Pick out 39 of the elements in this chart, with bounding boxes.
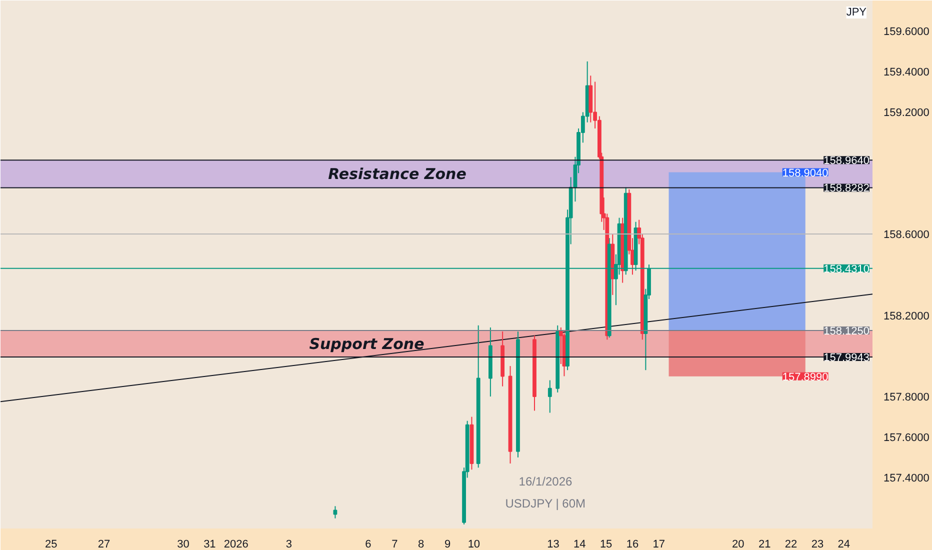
ref-line-label: 158.4310	[824, 263, 870, 276]
x-tick-label: 24	[838, 538, 850, 550]
x-tick-label: 21	[758, 538, 771, 550]
x-tick-label: 13	[547, 538, 560, 550]
x-tick-label: 22	[784, 538, 798, 550]
x-tick-label: 8	[418, 538, 424, 550]
x-tick-label: 14	[574, 538, 586, 550]
y-tick-label: 159.2000	[884, 107, 930, 120]
x-tick-label: 17	[652, 538, 666, 550]
band-label: Support Zone	[309, 334, 424, 353]
x-tick-label: 10	[468, 538, 480, 550]
x-tick-label: 7	[392, 538, 398, 550]
x-tick-label: 16	[626, 538, 639, 550]
x-tick-label: 27	[98, 538, 110, 550]
x-tick-label: 20	[732, 538, 744, 550]
x-tick-label: 9	[444, 538, 451, 550]
ref-line-label: 158.8282	[824, 182, 870, 195]
x-tick-label: 30	[177, 538, 190, 550]
y-tick-label: 159.4000	[884, 66, 930, 79]
x-tick-label: 31	[204, 538, 216, 550]
annotation: 16/1/2026	[518, 474, 573, 488]
annotation: 157.8990	[782, 371, 828, 384]
y-tick-label: 157.4000	[884, 472, 930, 485]
y-tick-label: 157.6000	[884, 432, 930, 444]
y-tick-label: 157.8000	[884, 392, 930, 404]
x-tick-label: 6	[365, 538, 372, 550]
x-tick-label: 25	[45, 538, 58, 550]
band-label: Resistance Zone	[328, 164, 466, 183]
y-tick-label: 158.2000	[884, 310, 930, 322]
y-axis-title: JPY	[846, 6, 868, 18]
annotation: 158.9040	[782, 167, 828, 180]
x-tick-label: 2026	[224, 538, 248, 550]
x-tick-label: 3	[286, 538, 292, 550]
x-tick-label: 15	[600, 538, 612, 550]
ref-line-label: 158.1250	[824, 326, 870, 338]
annotation: USDJPY | 60M	[505, 496, 586, 510]
y-tick-label: 159.6000	[884, 26, 930, 38]
y-tick-label: 158.6000	[884, 229, 930, 242]
x-tick-label: 23	[811, 538, 824, 550]
